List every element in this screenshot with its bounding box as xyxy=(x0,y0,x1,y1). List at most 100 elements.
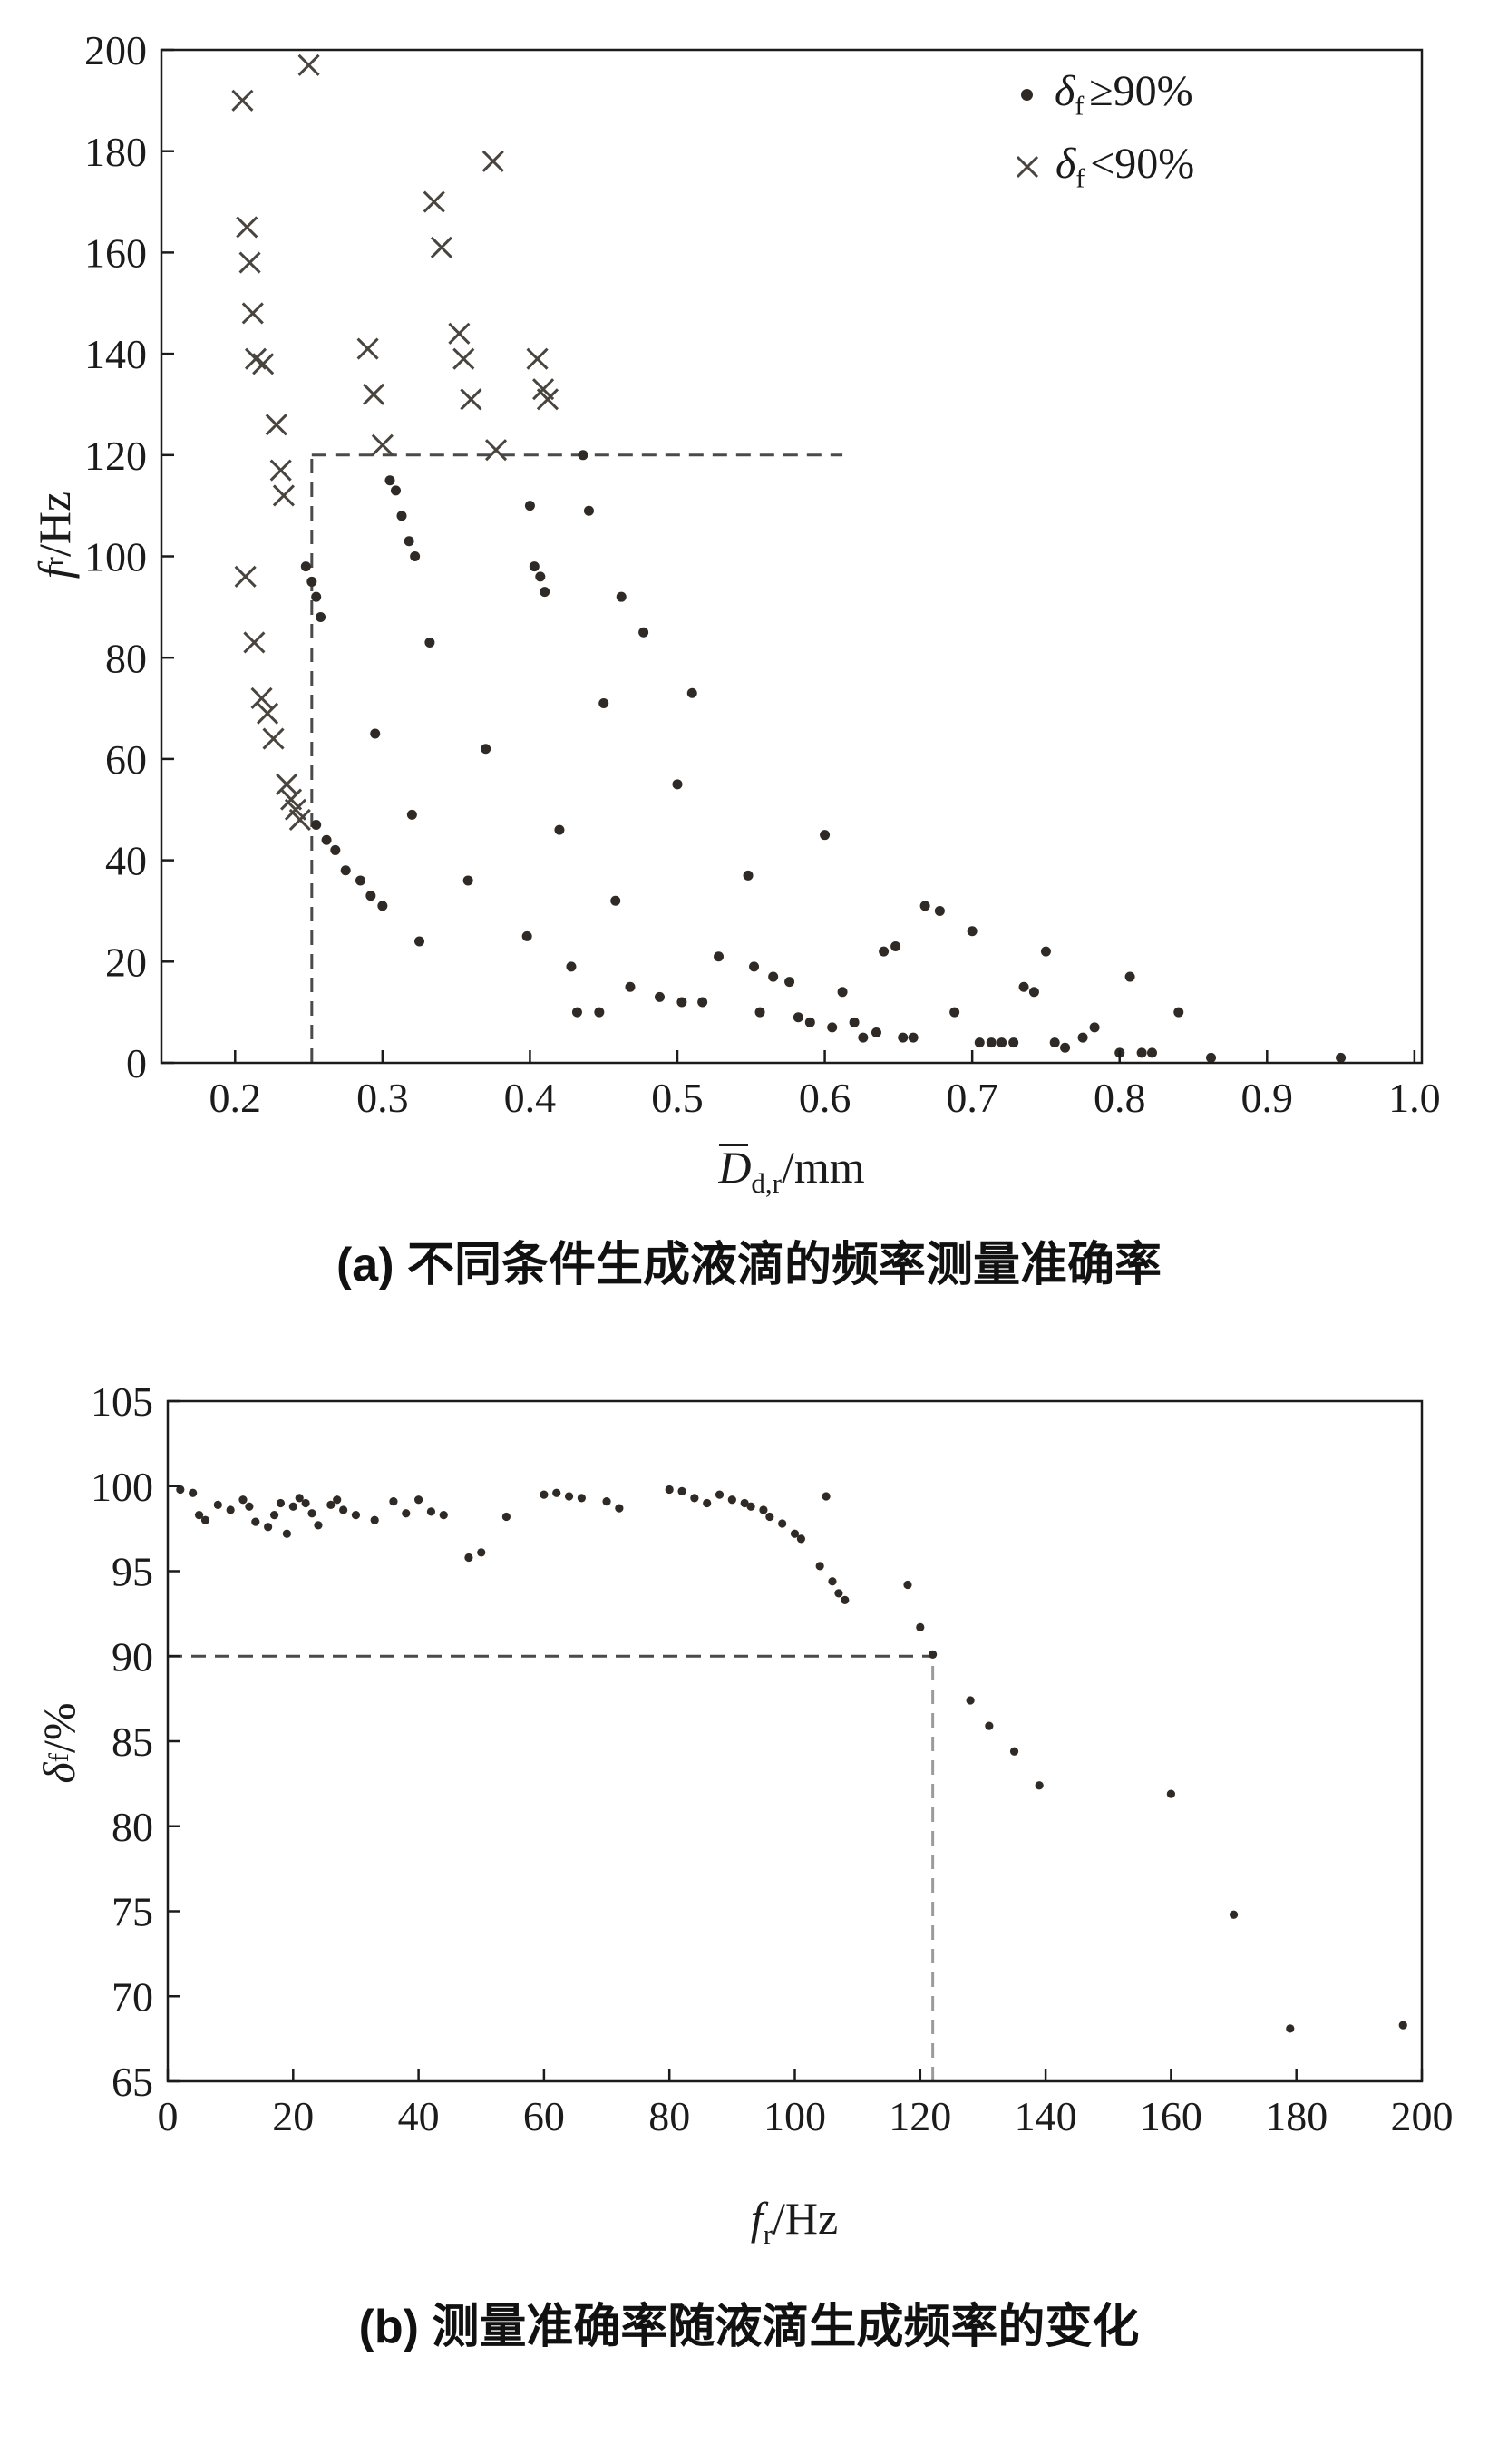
data-point xyxy=(238,1495,248,1505)
data-point xyxy=(625,981,636,992)
data-point-cross xyxy=(482,150,504,172)
data-point xyxy=(288,1502,297,1511)
data-point xyxy=(654,991,665,1002)
data-point xyxy=(602,1497,611,1506)
data-point xyxy=(326,1500,336,1509)
data-point xyxy=(410,551,421,561)
data-point xyxy=(749,961,760,972)
data-point xyxy=(1049,1037,1060,1048)
y-tick-label: 105 xyxy=(91,1378,153,1425)
chart-b: 0 20 40 60 80 100 120 140 160 180 200 65 70 75 80 85 90 9… xyxy=(0,1320,1498,2464)
y-tick-label: 80 xyxy=(112,1804,153,1850)
data-point xyxy=(1008,1037,1019,1048)
data-point xyxy=(686,687,697,698)
data-point xyxy=(577,1494,586,1503)
data-point xyxy=(276,1498,286,1508)
chart-b-y-axis-label: δ f/% xyxy=(30,1589,88,1897)
data-point-cross xyxy=(252,353,275,375)
data-point xyxy=(330,844,341,855)
y-tick-label: 90 xyxy=(112,1633,153,1680)
data-point xyxy=(871,1027,881,1037)
y-tick-label: 180 xyxy=(84,129,147,175)
data-point xyxy=(311,820,322,831)
data-point xyxy=(365,891,376,901)
x-tick-label: 100 xyxy=(764,2093,826,2139)
data-point-cross xyxy=(272,484,295,507)
x-tick-label: 0.8 xyxy=(1094,1075,1146,1121)
data-point xyxy=(986,1037,997,1048)
data-point xyxy=(424,637,435,648)
cross-marker-icon xyxy=(1016,155,1039,179)
data-point xyxy=(300,561,311,572)
data-point xyxy=(997,1037,1007,1048)
data-point xyxy=(804,1017,815,1027)
dashed-reference-lines xyxy=(168,1654,935,2081)
x-axis-symbol-overbar: D xyxy=(718,1141,751,1193)
data-point xyxy=(916,1622,925,1631)
data-point-cross xyxy=(452,347,475,370)
data-point xyxy=(768,971,779,982)
data-point xyxy=(665,1485,674,1495)
data-point xyxy=(765,1512,774,1522)
data-point xyxy=(583,505,594,516)
data-point xyxy=(890,941,901,952)
data-point xyxy=(571,1007,582,1018)
data-point xyxy=(340,865,351,876)
x-tick-label: 0.5 xyxy=(651,1075,704,1121)
data-point xyxy=(949,1007,960,1018)
data-point xyxy=(189,1488,198,1497)
data-point xyxy=(355,875,365,886)
data-point xyxy=(1060,1042,1071,1053)
data-point xyxy=(966,1696,975,1705)
data-point xyxy=(790,1529,800,1538)
chart-a-caption: (a) 不同条件生成液滴的频率测量准确率 xyxy=(336,1239,1162,1291)
data-point xyxy=(1009,1747,1019,1756)
x-tick-label: 0.9 xyxy=(1241,1075,1294,1121)
data-point xyxy=(269,1511,279,1520)
chart-b-caption: (b) 测量准确率随液滴生成频率的变化 xyxy=(358,2301,1140,2353)
x-axis-symbol: D xyxy=(718,1142,752,1193)
data-point xyxy=(564,1492,574,1501)
data-point xyxy=(1286,2024,1295,2033)
data-point-cross xyxy=(460,388,482,411)
legend-item-inaccurate: δf <90% xyxy=(1014,138,1194,196)
data-point xyxy=(690,1494,699,1503)
data-point xyxy=(967,926,978,937)
data-point xyxy=(396,511,407,521)
data-point xyxy=(879,946,890,957)
data-point xyxy=(414,1495,423,1505)
data-point xyxy=(295,1494,304,1503)
data-point xyxy=(903,1580,912,1590)
data-point xyxy=(406,809,417,820)
x-tick-label: 0 xyxy=(158,2093,179,2139)
data-point-cross xyxy=(297,54,320,76)
data-point xyxy=(610,895,621,906)
data-point xyxy=(200,1515,210,1524)
data-point-cross xyxy=(356,337,379,360)
data-point-cross xyxy=(536,388,559,411)
y-axis-unit: /% xyxy=(34,1702,84,1753)
data-point xyxy=(827,1022,838,1033)
data-point-cross xyxy=(423,190,445,213)
data-point xyxy=(404,536,414,547)
data-point xyxy=(740,1498,749,1508)
data-point xyxy=(245,1502,254,1511)
data-point xyxy=(264,1523,273,1532)
data-point xyxy=(796,1534,806,1544)
y-tick-label: 160 xyxy=(84,230,147,277)
data-point xyxy=(672,779,683,790)
data-point-cross xyxy=(256,702,279,725)
data-point xyxy=(974,1037,985,1048)
data-point xyxy=(598,697,609,708)
x-tick-label: 0.2 xyxy=(209,1075,262,1121)
x-tick-label: 20 xyxy=(272,2093,314,2139)
dot-marker-icon xyxy=(1021,88,1033,101)
data-point xyxy=(715,1490,725,1499)
data-point xyxy=(306,576,317,587)
data-point xyxy=(820,830,831,841)
data-point xyxy=(307,1509,316,1518)
y-axis-symbol: δ xyxy=(34,1762,84,1784)
data-point-cross xyxy=(276,773,298,795)
data-point xyxy=(351,1511,361,1520)
y-tick-label: 85 xyxy=(112,1719,153,1765)
